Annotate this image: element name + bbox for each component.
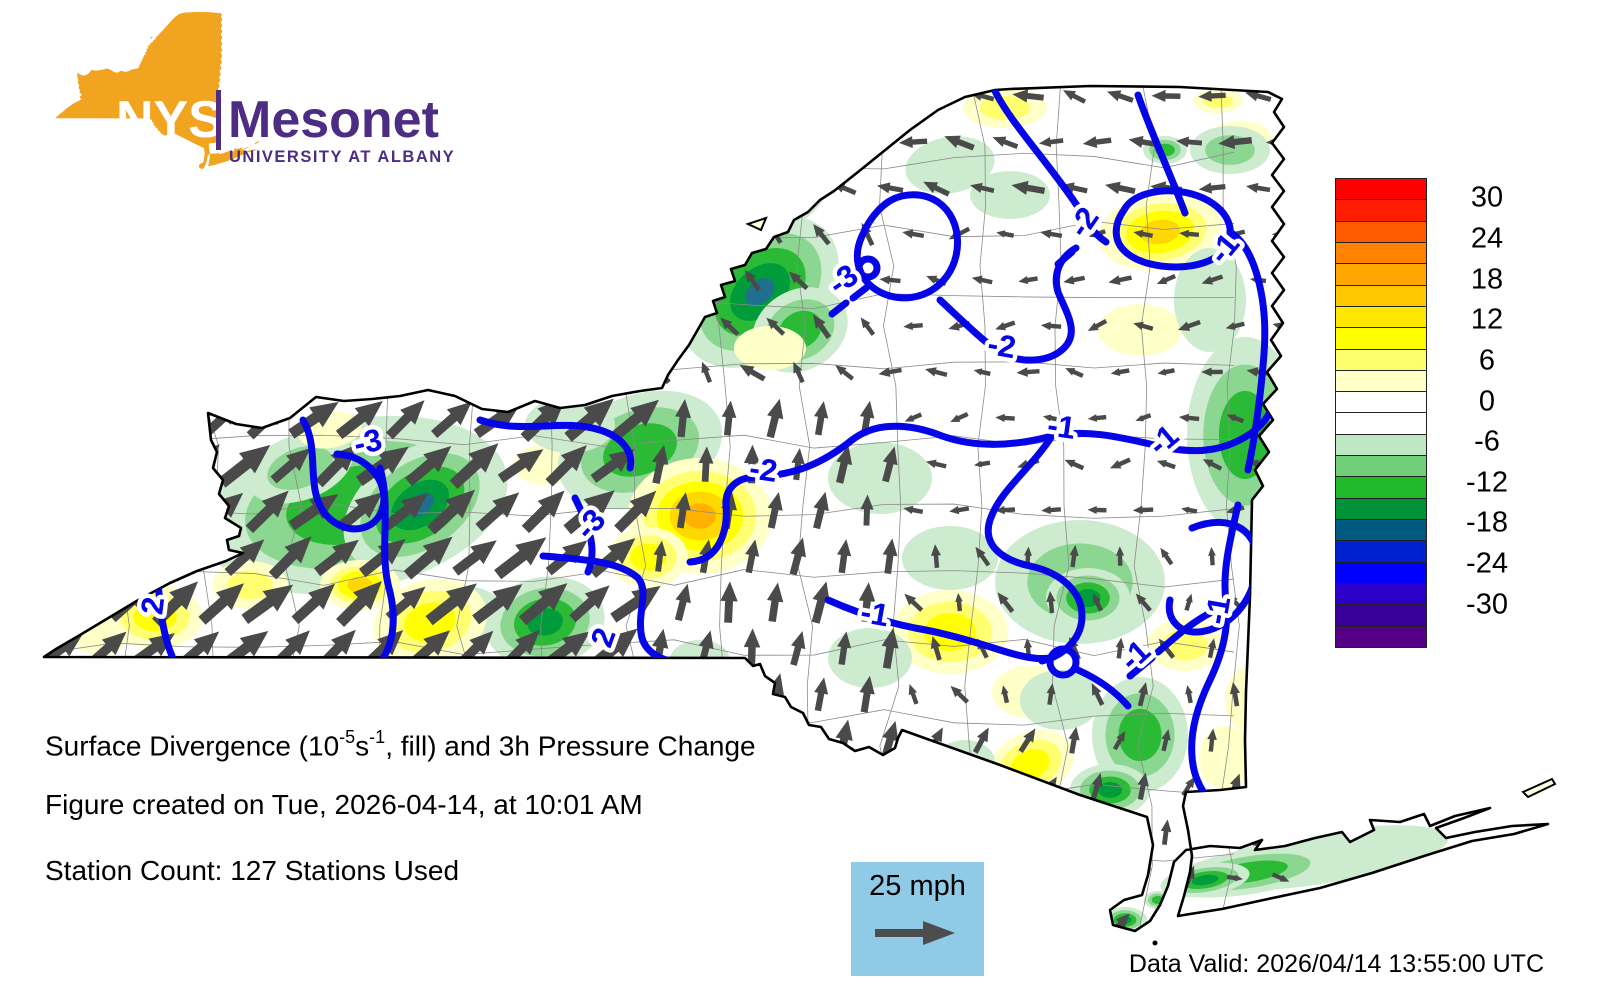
title-prefix: Surface Divergence (10 <box>45 730 340 762</box>
colorbar-cell <box>1335 369 1427 393</box>
colorbar-cell <box>1335 476 1427 499</box>
logo-divider <box>216 90 221 150</box>
colorbar-cell <box>1335 284 1427 307</box>
figure-created-line: Figure created on Tue, 2026-04-14, at 10… <box>45 789 643 820</box>
colorbar-cell <box>1335 604 1427 627</box>
state-border <box>42 84 1550 933</box>
nys-mesonet-logo: NYS Mesonet UNIVERSITY AT ALBANY <box>55 12 455 170</box>
colorbar-cell <box>1335 561 1427 584</box>
title-suffix: , fill) and 3h Pressure Change <box>385 730 756 762</box>
contour-label: -2 <box>747 450 779 488</box>
wind-speed-legend: 25 mph <box>851 862 984 976</box>
logo-ny-state-shape <box>55 12 259 170</box>
colorbar-cell <box>1335 391 1427 414</box>
colorbar-cell <box>1335 412 1427 435</box>
title-unit: s <box>355 730 370 762</box>
colorbar-cell <box>1335 519 1427 542</box>
colorbar-cell <box>1335 348 1427 371</box>
title-exponent-1: -5 <box>339 727 356 747</box>
colorbar-cell <box>1335 178 1427 201</box>
colorbar-tick: -6 <box>1474 425 1500 458</box>
contour-label: -1 <box>1198 594 1237 627</box>
colorbar-cell <box>1335 263 1427 286</box>
station-count-line: Station Count: 127 Stations Used <box>45 855 460 886</box>
colorbar-tick: -24 <box>1466 547 1508 580</box>
colorbar-cell <box>1335 220 1427 243</box>
colorbar-cell <box>1335 305 1427 329</box>
colorbar-tick: 12 <box>1470 303 1504 336</box>
colorbar-cell <box>1335 199 1427 222</box>
logo-affiliation: UNIVERSITY AT ALBANY <box>229 148 455 166</box>
colorbar-tick: -12 <box>1466 466 1508 499</box>
colorbar-cell <box>1335 241 1427 265</box>
logo-acronym: NYS <box>116 91 223 149</box>
colorbar-tick: -30 <box>1466 588 1508 621</box>
colorbar-cell <box>1335 327 1427 350</box>
contour-label: -1 <box>1045 407 1077 445</box>
divergence-colorbar <box>1335 178 1427 648</box>
wind-speed-label: 25 mph <box>869 870 966 902</box>
colorbar-cell <box>1335 455 1427 478</box>
contour-label: 2 <box>134 595 171 616</box>
wind-reference-arrow-icon <box>874 921 955 945</box>
colorbar-tick: 18 <box>1470 263 1504 296</box>
colorbar-cell <box>1335 582 1427 606</box>
colorbar-tick: 0 <box>1478 385 1496 418</box>
colorbar-tick: 24 <box>1470 222 1504 255</box>
colorbar-cell <box>1335 433 1427 457</box>
colorbar-cell <box>1335 497 1427 520</box>
logo-name: Mesonet <box>228 91 439 149</box>
contour-label: -2 <box>985 326 1018 365</box>
data-valid-timestamp: Data Valid: 2026/04/14 13:55:00 UTC <box>1128 950 1544 978</box>
colorbar-cell <box>1335 625 1427 648</box>
colorbar-tick-labels: 30 24 18 12 6 0 -6 -12 -18 -24 -30 <box>1432 178 1542 648</box>
colorbar-tick: -18 <box>1466 506 1508 539</box>
title-exponent-2: -1 <box>369 727 386 747</box>
divergence-fill-field <box>53 86 1449 931</box>
pressure-change-contours <box>146 87 1274 804</box>
contour-label: -1 <box>858 594 891 633</box>
colorbar-tick: 6 <box>1478 344 1496 377</box>
colorbar-cell <box>1335 540 1427 563</box>
colorbar-tick: 30 <box>1470 181 1504 214</box>
figure-title: Surface Divergence (10-5s-1, fill) and 3… <box>45 722 756 763</box>
